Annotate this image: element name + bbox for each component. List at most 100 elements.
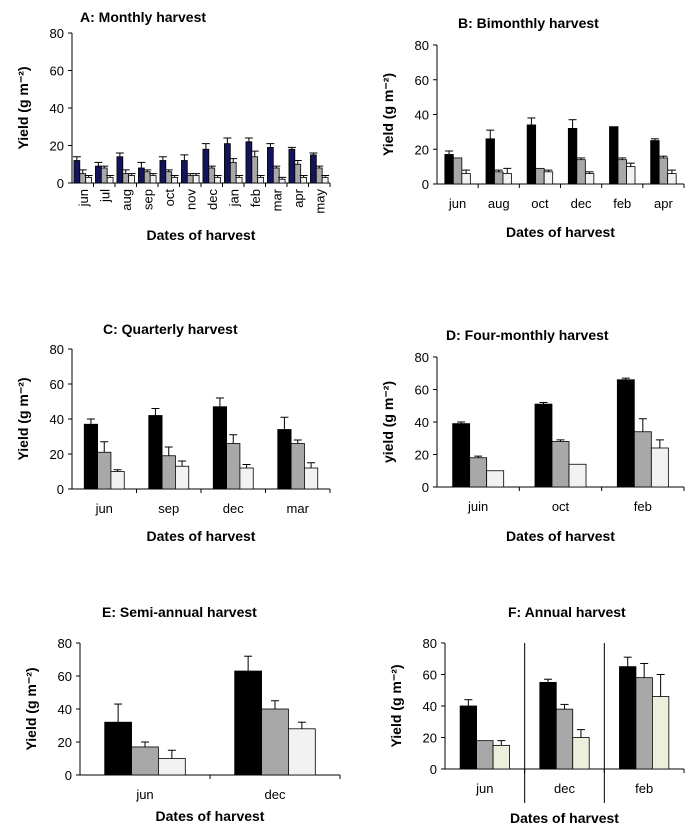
bar (288, 728, 316, 776)
chart-title: D: Four-monthly harvest (446, 327, 609, 343)
bar (304, 467, 319, 490)
y-tick-label: 40 (423, 699, 437, 714)
bar (149, 175, 157, 184)
bar (214, 176, 221, 184)
y-axis-label: Yield (g m⁻²) (380, 73, 396, 156)
y-tick-label: 0 (57, 482, 64, 497)
bar (261, 708, 289, 776)
y-tick-label: 0 (57, 176, 64, 191)
bar (616, 379, 635, 488)
bar (633, 431, 652, 488)
bar (239, 467, 254, 490)
bar (492, 744, 510, 770)
x-axis-label: Dates of harvest (147, 528, 256, 544)
y-tick-label: 60 (415, 383, 429, 398)
y-tick-label: 60 (58, 669, 72, 684)
chart-panel-d: D: Four-monthly harvest 0 20 40 60 80 yield (g… (380, 327, 685, 544)
x-tick-label: apr (291, 188, 306, 207)
y-tick-label: 20 (50, 139, 64, 154)
bar (650, 140, 660, 185)
bar (181, 160, 188, 184)
x-tick-label: oct (162, 189, 177, 207)
bar (159, 160, 167, 184)
bar (469, 457, 488, 488)
y-tick-label: 80 (415, 350, 429, 365)
bar (251, 156, 259, 184)
y-tick-label: 40 (415, 415, 429, 430)
bar (543, 171, 554, 185)
y-axis-label: yield (g m⁻²) (380, 381, 396, 463)
chart-title: C: Quarterly harvest (103, 321, 238, 337)
bar (452, 157, 463, 185)
chart-title: A: Monthly harvest (80, 9, 206, 25)
y-axis-label: Yield (g m⁻²) (388, 664, 404, 747)
bar (165, 171, 173, 184)
x-tick-label: dec (265, 787, 286, 802)
bar (461, 173, 471, 185)
y-tick-label: 0 (422, 177, 429, 192)
x-tick-label: jun (475, 781, 493, 796)
bar (85, 176, 92, 184)
x-tick-label: jun (76, 189, 91, 207)
bar (502, 173, 512, 185)
x-tick-label: jun (448, 196, 466, 211)
chart-panel-a: A: Monthly harvest 0 20 40 60 80 Yield (g m⁻²)… (15, 9, 331, 243)
x-tick-label: sep (158, 501, 179, 516)
bar (300, 176, 307, 184)
chart-panel-e: E: Semi-annual harvest 0 20 40 60 80 Yield (g … (23, 604, 341, 824)
x-tick-label: nov (183, 189, 198, 210)
chart-title: B: Bimonthly harvest (458, 15, 599, 31)
bar (568, 463, 587, 488)
bar (551, 441, 570, 488)
y-tick-label: 80 (50, 26, 64, 41)
y-tick-label: 0 (65, 768, 72, 783)
y-tick-label: 0 (430, 762, 437, 777)
bar (272, 167, 280, 184)
bar (526, 124, 537, 185)
bar (95, 165, 102, 184)
x-tick-label: mar (287, 501, 310, 516)
bar (97, 451, 112, 490)
y-tick-label: 20 (423, 731, 437, 746)
x-axis-label: Dates of harvest (147, 227, 256, 243)
y-tick-label: 60 (50, 377, 64, 392)
x-axis-label: Dates of harvest (506, 528, 615, 544)
y-tick-label: 40 (58, 702, 72, 717)
bar (128, 175, 135, 184)
bar (539, 681, 557, 770)
bar (158, 758, 186, 776)
bar (235, 176, 243, 184)
bar (192, 175, 200, 184)
bar (278, 178, 286, 184)
bar (229, 161, 237, 184)
bar (651, 696, 670, 770)
x-tick-label: dec (223, 501, 244, 516)
bar (452, 423, 471, 488)
x-tick-label: jun (135, 787, 153, 802)
bar (650, 447, 669, 488)
bar (288, 148, 296, 184)
bar (290, 443, 305, 490)
x-tick-label: oct (531, 196, 549, 211)
bar (476, 740, 494, 770)
bar (186, 175, 194, 184)
bar (459, 705, 478, 770)
x-tick-label: apr (654, 196, 673, 211)
bar (83, 423, 98, 490)
y-axis-label: Yield (g m⁻²) (23, 667, 39, 750)
bar (572, 737, 590, 770)
x-tick-label: dec (571, 196, 592, 211)
bar (310, 154, 317, 184)
y-tick-label: 60 (50, 64, 64, 79)
bar (535, 167, 545, 185)
bar (277, 429, 292, 490)
bar (576, 159, 586, 185)
y-tick-label: 40 (50, 412, 64, 427)
bar (267, 146, 274, 184)
chart-panel-b: B: Bimonthly harvest 0 20 40 60 80 Yield (g m⁻… (380, 15, 685, 240)
x-tick-label: feb (634, 499, 652, 514)
y-axis-label: Yield (g m⁻²) (15, 377, 31, 460)
y-tick-label: 80 (58, 636, 72, 651)
y-tick-label: 80 (423, 636, 437, 651)
bar (175, 465, 190, 490)
